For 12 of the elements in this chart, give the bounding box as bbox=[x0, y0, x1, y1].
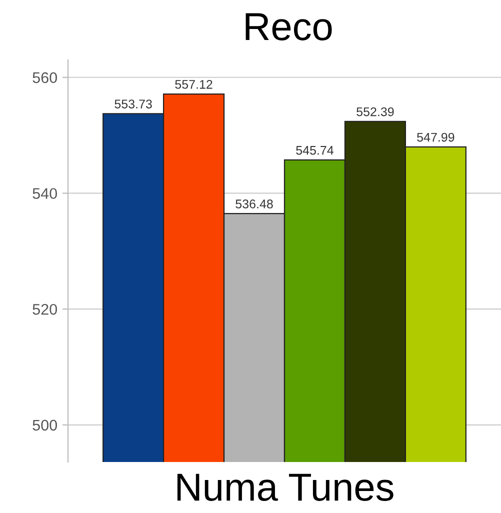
data-label: 552.39 bbox=[356, 107, 394, 116]
data-label: 557.12 bbox=[175, 80, 212, 89]
y-tick-label: 560 bbox=[32, 72, 57, 84]
y-tick-label: 540 bbox=[32, 188, 57, 199]
x-axis-title: Numa Tunes bbox=[177, 474, 394, 501]
data-label: 547.99 bbox=[417, 132, 454, 142]
chart-title: Reco bbox=[246, 13, 332, 40]
data-label: 545.74 bbox=[296, 146, 334, 155]
y-tick-label: 520 bbox=[32, 304, 57, 315]
y-tick-label: 500 bbox=[32, 420, 57, 431]
data-label: 536.48 bbox=[236, 200, 273, 208]
data-label: 553.73 bbox=[114, 100, 152, 108]
